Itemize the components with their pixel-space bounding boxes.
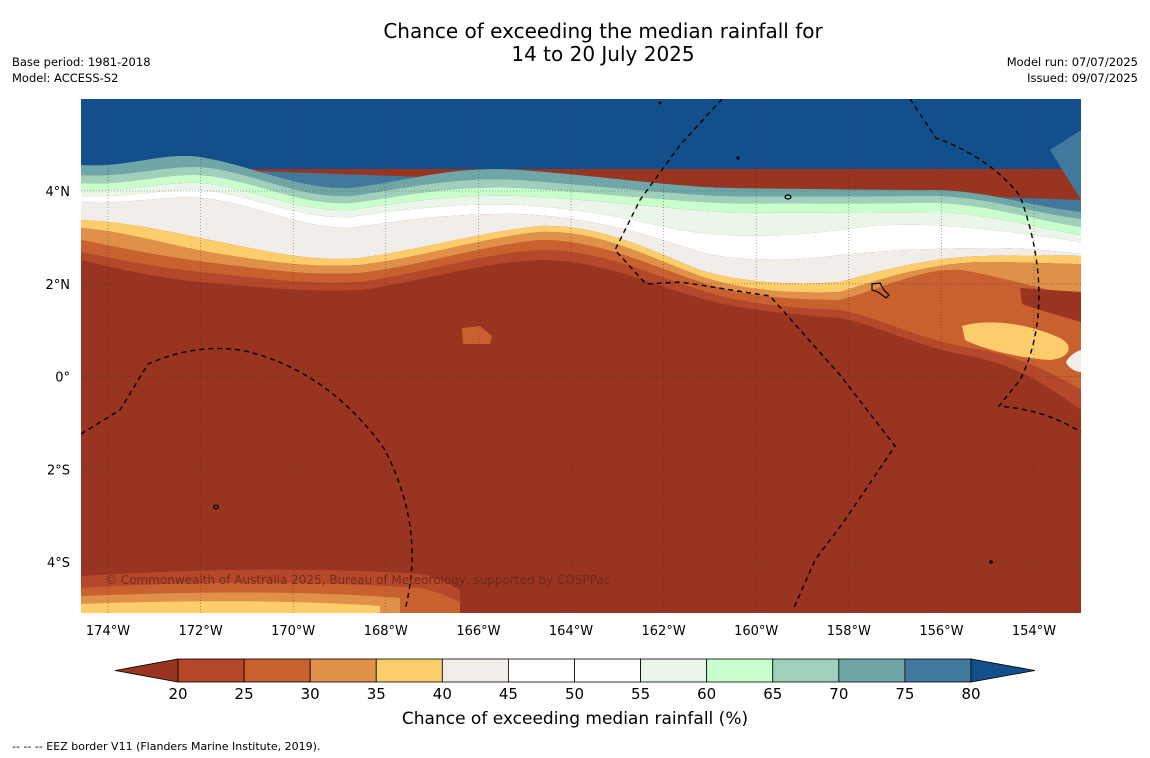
latitude-ticks: 4°N 2°N 0° 2°S 4°S <box>46 185 71 571</box>
island-f <box>658 101 662 105</box>
field-band-20-25 <box>81 250 1081 410</box>
lon-tick-label: 164°W <box>549 624 593 639</box>
patch-east-white <box>1066 350 1081 372</box>
colorbar-over-arrow <box>970 658 1036 683</box>
colorbar-segment <box>441 658 509 683</box>
colorbar-under-arrow <box>114 658 179 683</box>
island-e <box>736 156 740 160</box>
colorbar-segment <box>177 658 245 683</box>
lat-tick-label: 2°S <box>47 463 70 478</box>
lon-tick-label: 162°W <box>642 624 686 639</box>
model-run: Model run: 07/07/2025 <box>1006 55 1138 69</box>
colorbar-tick-label: 65 <box>763 685 782 703</box>
lat-tick-label: 2°N <box>46 278 71 293</box>
field-band-70-75 <box>81 156 1081 219</box>
lon-tick-label: 166°W <box>456 624 500 639</box>
map-title: Chance of exceeding the median rainfall … <box>300 20 906 66</box>
island-d <box>989 560 993 564</box>
eez-border-west <box>81 347 413 611</box>
colorbar-tick-label: 45 <box>499 685 518 703</box>
field-band-65-70 <box>81 166 1081 227</box>
title-line-1: Chance of exceeding the median rainfall … <box>383 19 823 43</box>
colorbar-segment <box>772 658 840 683</box>
patch-mid-25 <box>462 326 492 344</box>
colorbar-tick-label: 35 <box>367 685 386 703</box>
longitude-ticks: 174°W 172°W 170°W 168°W 166°W 164°W 162°W 160°W… <box>86 624 1056 639</box>
lat-tick-label: 4°N <box>46 185 71 200</box>
run-info: Model run: 07/07/2025 Issued: 09/07/2025 <box>1007 54 1138 86</box>
colorbar-segment <box>375 658 443 683</box>
field-band-55-60 <box>81 182 1081 242</box>
lon-tick-label: 158°W <box>827 624 871 639</box>
field-band-40-45 <box>81 197 1081 284</box>
lat-tick-label: 0° <box>55 371 70 386</box>
colorbar-tick-label: 50 <box>565 685 584 703</box>
field-band-60-65 <box>81 174 1081 235</box>
lon-tick-label: 170°W <box>271 624 315 639</box>
lon-tick-label: 168°W <box>364 624 408 639</box>
eez-border-east <box>909 99 1081 433</box>
colorbar: 20 25 30 35 40 45 50 55 60 65 70 75 80 <box>114 658 1036 703</box>
patch-east-35-40 <box>962 322 1069 360</box>
colorbar-tick-label: 30 <box>301 685 320 703</box>
island-b <box>871 282 890 299</box>
colorbar-segment <box>309 658 377 683</box>
eez-legend: -- -- -- EEZ border V11 (Flanders Marine… <box>12 740 321 753</box>
colorbar-tick-label: 80 <box>961 685 980 703</box>
field-band-35-40 <box>81 220 1081 293</box>
field-band-25-30 <box>81 240 1081 390</box>
title-line-2: 14 to 20 July 2025 <box>511 42 695 66</box>
colorbar-segment <box>508 658 575 683</box>
colorbar-tick-label: 75 <box>895 685 914 703</box>
lat-tick-label: 4°S <box>47 556 70 571</box>
field-above-80 <box>81 99 1081 169</box>
colorbar-segment <box>706 658 774 683</box>
colorbar-segment <box>243 658 311 683</box>
colorbar-tick-label: 25 <box>235 685 254 703</box>
island-a <box>784 194 792 200</box>
base-period: Base period: 1981-2018 <box>12 55 151 69</box>
patch-east-dark <box>1020 288 1081 322</box>
field-south-35-40 <box>81 601 380 613</box>
colorbar-segment <box>574 658 641 683</box>
model-name: Model: ACCESS-S2 <box>12 71 119 85</box>
colorbar-tick-label: 20 <box>168 685 187 703</box>
map-fields: © Commonwealth of Australia 2025, Bureau… <box>81 99 1081 613</box>
lon-tick-label: 174°W <box>86 624 130 639</box>
colorbar-tick-label: 60 <box>697 685 716 703</box>
lon-tick-label: 156°W <box>919 624 963 639</box>
field-band-45-55 <box>81 189 1081 260</box>
issued-date: Issued: 09/07/2025 <box>1027 71 1138 85</box>
colorbar-segment <box>838 658 906 683</box>
islands <box>212 101 993 564</box>
island-c <box>212 504 220 510</box>
colorbar-tick-label: 70 <box>829 685 848 703</box>
copyright-text: © Commonwealth of Australia 2025, Bureau… <box>105 573 610 587</box>
colorbar-segment <box>904 658 972 683</box>
field-band-30-35 <box>81 228 1081 300</box>
lon-tick-label: 172°W <box>179 624 223 639</box>
eez-borders <box>81 99 1081 611</box>
colorbar-title: Chance of exceeding median rainfall (%) <box>401 709 749 729</box>
lon-tick-label: 154°W <box>1012 624 1056 639</box>
eez-border-central <box>614 99 896 611</box>
colorbar-segment <box>640 658 708 683</box>
lon-tick-label: 160°W <box>734 624 778 639</box>
base-info: Base period: 1981-2018 Model: ACCESS-S2 <box>12 54 151 86</box>
colorbar-tick-label: 55 <box>631 685 650 703</box>
colorbar-tick-label: 40 <box>433 685 452 703</box>
